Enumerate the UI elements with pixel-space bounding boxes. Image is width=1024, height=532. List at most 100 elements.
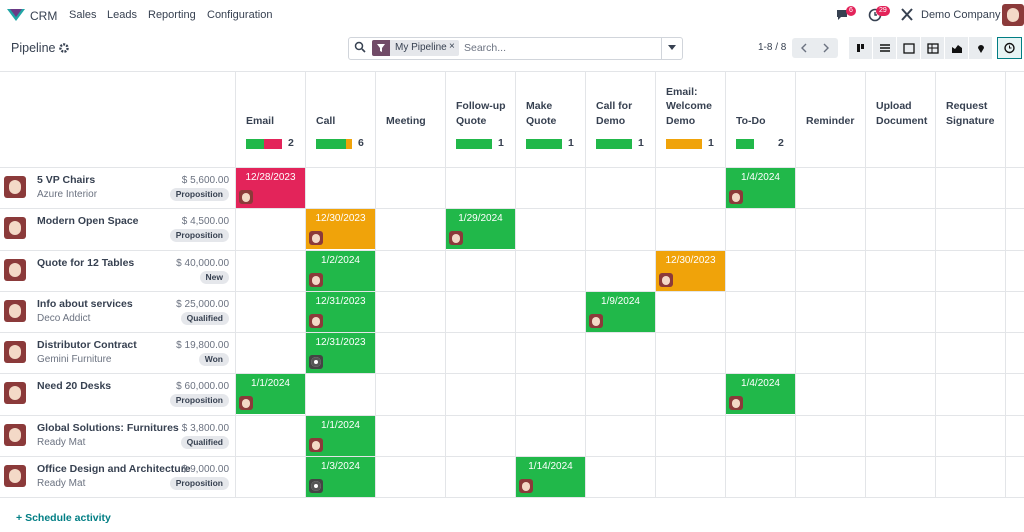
record-name[interactable]: Distributor Contract — [37, 339, 137, 351]
column-header[interactable]: Upload Document — [876, 100, 928, 127]
record-name[interactable]: Info about services — [37, 297, 133, 310]
column-header[interactable]: Call for Demo — [596, 100, 633, 127]
column-count: 2 — [778, 137, 784, 149]
activity-cell[interactable]: 1/3/2024 — [306, 456, 375, 497]
progress-segment[interactable] — [456, 139, 492, 149]
progress-segment[interactable] — [596, 139, 632, 149]
view-calendar[interactable] — [897, 37, 921, 59]
column-divider — [305, 72, 306, 497]
progress-segment[interactable] — [666, 139, 702, 149]
messages-icon[interactable] — [836, 9, 850, 21]
activity-date: 1/4/2024 — [741, 378, 780, 390]
app-logo[interactable] — [7, 9, 25, 21]
progress-segment[interactable] — [246, 139, 264, 149]
column-divider — [795, 72, 796, 497]
view-map[interactable] — [969, 37, 993, 59]
debug-icon[interactable] — [901, 8, 913, 21]
view-kanban[interactable] — [849, 37, 873, 59]
activity-cell[interactable]: 12/30/2023 — [306, 209, 375, 250]
activity-cell[interactable]: 1/29/2024 — [446, 209, 515, 250]
menu-item[interactable]: Configuration — [207, 9, 273, 21]
record-name[interactable]: 5 VP Chairs — [37, 174, 96, 186]
activity-date: 12/28/2023 — [245, 172, 296, 183]
column-header[interactable]: Email — [246, 114, 275, 127]
column-count: 1 — [498, 137, 504, 149]
activity-date: 1/1/2024 — [321, 419, 360, 431]
search-input[interactable]: Search... — [464, 42, 507, 54]
activity-cell[interactable]: 1/9/2024 — [586, 291, 655, 332]
menu-item[interactable]: Reporting — [148, 9, 196, 21]
column-header[interactable]: Meeting — [386, 114, 426, 127]
record-stage: Proposition — [169, 476, 229, 490]
column-divider — [865, 72, 866, 497]
row-divider — [0, 332, 1024, 333]
view-list[interactable] — [873, 37, 897, 59]
view-pivot[interactable] — [921, 37, 945, 59]
row-divider — [0, 249, 1024, 251]
menu-item[interactable]: Leads — [107, 9, 137, 21]
view-activity[interactable] — [997, 37, 1022, 59]
record-stage: New — [199, 270, 229, 284]
column-count: 1 — [638, 137, 644, 149]
record-avatar — [4, 464, 26, 487]
column-header[interactable]: Follow-up Quote — [456, 100, 506, 127]
assignee-avatar — [309, 478, 323, 493]
record-amount: $ 5,600.00 — [181, 175, 229, 186]
menu-item[interactable]: Sales — [69, 9, 97, 21]
column-header[interactable]: Request Signature — [946, 100, 995, 127]
column-header[interactable]: Email: Welcome Demo — [666, 85, 712, 127]
record-name[interactable]: Need 20 Desks — [37, 380, 112, 393]
search-box[interactable] — [348, 37, 683, 60]
facet-remove[interactable]: × — [449, 41, 455, 52]
assignee-avatar — [449, 231, 463, 246]
column-count: 6 — [358, 137, 364, 149]
activity-cell[interactable]: 1/14/2024 — [516, 456, 585, 497]
schedule-activity-button[interactable]: + Schedule activity — [16, 512, 111, 524]
facet-label: My Pipeline — [395, 42, 447, 53]
activity-date: 12/31/2023 — [315, 337, 366, 348]
activity-cell[interactable]: 1/1/2024 — [236, 374, 305, 415]
search-icon — [354, 41, 366, 53]
company-switcher[interactable]: Demo Company — [921, 9, 1001, 21]
record-name[interactable]: Global Solutions: Furnitures — [37, 421, 179, 434]
progress-segment[interactable] — [264, 139, 282, 149]
activity-cell[interactable]: 12/28/2023 — [236, 168, 305, 208]
settings-gear[interactable] — [59, 43, 69, 53]
record-name[interactable]: Modern Open Space — [37, 215, 139, 228]
activity-cell[interactable]: 12/31/2023 — [306, 333, 375, 373]
activity-cell[interactable]: 1/1/2024 — [306, 415, 375, 456]
column-header[interactable]: Make Quote — [526, 100, 557, 127]
pager-buttons[interactable] — [792, 38, 838, 58]
app-name[interactable]: CRM — [30, 9, 58, 23]
record-amount: $ 3,800.00 — [181, 422, 229, 434]
user-avatar[interactable] — [1002, 4, 1024, 26]
activity-cell[interactable]: 1/4/2024 — [726, 374, 795, 415]
column-count: 1 — [708, 137, 714, 149]
activity-cell[interactable]: 1/4/2024 — [726, 168, 795, 208]
record-stage: Qualified — [180, 435, 229, 449]
record-customer: Gemini Furniture — [37, 354, 112, 365]
activity-cell[interactable]: 1/2/2024 — [306, 250, 375, 291]
progress-segment[interactable] — [526, 139, 562, 149]
progress-segment[interactable] — [736, 139, 754, 149]
record-avatar — [4, 423, 26, 446]
column-header[interactable]: To-Do — [736, 114, 766, 127]
column-header[interactable]: Call — [316, 114, 336, 127]
search-dropdown[interactable] — [668, 45, 676, 50]
progress-segment[interactable] — [316, 139, 346, 149]
column-header[interactable]: Reminder — [806, 114, 855, 127]
record-avatar — [4, 258, 26, 281]
record-name[interactable]: Office Design and Architecture — [37, 462, 191, 475]
activity-cell[interactable]: 12/30/2023 — [656, 250, 725, 291]
record-name[interactable]: Quote for 12 Tables — [37, 256, 135, 269]
activity-cell[interactable]: 12/31/2023 — [306, 291, 375, 332]
assignee-avatar — [309, 313, 323, 328]
column-divider — [655, 72, 656, 497]
column-divider — [515, 72, 516, 497]
column-divider — [585, 72, 586, 497]
assignee-avatar — [309, 272, 323, 287]
progress-segment[interactable] — [346, 139, 352, 149]
record-avatar — [4, 217, 26, 240]
view-graph[interactable] — [945, 37, 969, 59]
activity-date: 12/30/2023 — [315, 213, 366, 225]
